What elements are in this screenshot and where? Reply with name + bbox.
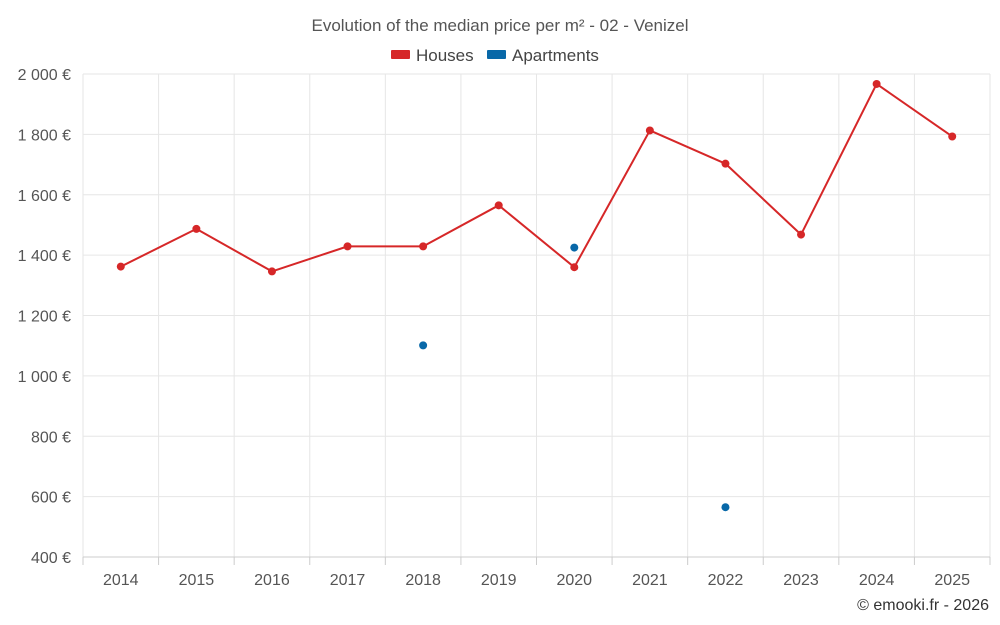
series-line-houses (120, 82, 953, 273)
x-tick-label: 2017 (330, 572, 366, 589)
data-point-apartments-2020[interactable] (570, 243, 579, 252)
y-tick-label: 1 200 € (18, 309, 71, 326)
data-point-houses-2018[interactable] (419, 242, 428, 251)
y-tick-label: 800 € (31, 429, 71, 446)
data-point-apartments-2022[interactable] (721, 503, 730, 512)
data-point-apartments-2018[interactable] (419, 341, 428, 350)
legend-item-apartments[interactable]: Apartments (487, 46, 599, 65)
legend: Houses Apartments (391, 46, 599, 65)
chart-title: Evolution of the median price per m² - 0… (311, 16, 688, 35)
y-tick-label: 1 600 € (18, 188, 71, 205)
x-tick-label: 2018 (405, 572, 441, 589)
y-tick-label: 400 € (31, 550, 71, 567)
y-tick-label: 1 400 € (18, 248, 71, 265)
legend-swatch-houses (391, 50, 410, 59)
x-tick-label: 2014 (103, 572, 139, 589)
data-point-houses-2014[interactable] (116, 262, 125, 271)
x-tick-label: 2025 (934, 572, 970, 589)
x-tick-label: 2023 (783, 572, 819, 589)
data-point-houses-2022[interactable] (721, 159, 730, 168)
y-tick-label: 1 800 € (18, 127, 71, 144)
x-tick-label: 2021 (632, 572, 668, 589)
legend-label-houses: Houses (416, 46, 474, 65)
data-point-houses-2024[interactable] (872, 79, 881, 88)
x-tick-label: 2020 (556, 572, 592, 589)
y-tick-label: 2 000 € (18, 67, 71, 84)
y-tick-label: 600 € (31, 490, 71, 507)
data-point-houses-2019[interactable] (494, 201, 503, 210)
x-tick-label: 2016 (254, 572, 290, 589)
data-point-houses-2020[interactable] (570, 263, 579, 272)
data-point-houses-2017[interactable] (343, 242, 352, 251)
grid (82, 73, 991, 557)
legend-swatch-apartments (487, 50, 506, 59)
legend-label-apartments: Apartments (512, 46, 599, 65)
x-tick-label: 2024 (859, 572, 895, 589)
y-tick-label: 1 000 € (18, 369, 71, 386)
x-tick-label: 2019 (481, 572, 517, 589)
credit-text: © emooki.fr - 2026 (857, 597, 989, 614)
data-point-houses-2023[interactable] (797, 230, 806, 239)
data-point-houses-2015[interactable] (192, 224, 201, 233)
series (116, 79, 957, 512)
data-point-houses-2025[interactable] (948, 132, 957, 141)
x-tick-label: 2022 (708, 572, 744, 589)
x-tick-label: 2015 (179, 572, 215, 589)
data-point-houses-2021[interactable] (645, 126, 654, 135)
legend-item-houses[interactable]: Houses (391, 46, 474, 65)
data-point-houses-2016[interactable] (267, 267, 276, 276)
axes: 400 € 600 € 800 € 1 000 € 1 200 € 1 400 € 1 60… (18, 67, 991, 589)
